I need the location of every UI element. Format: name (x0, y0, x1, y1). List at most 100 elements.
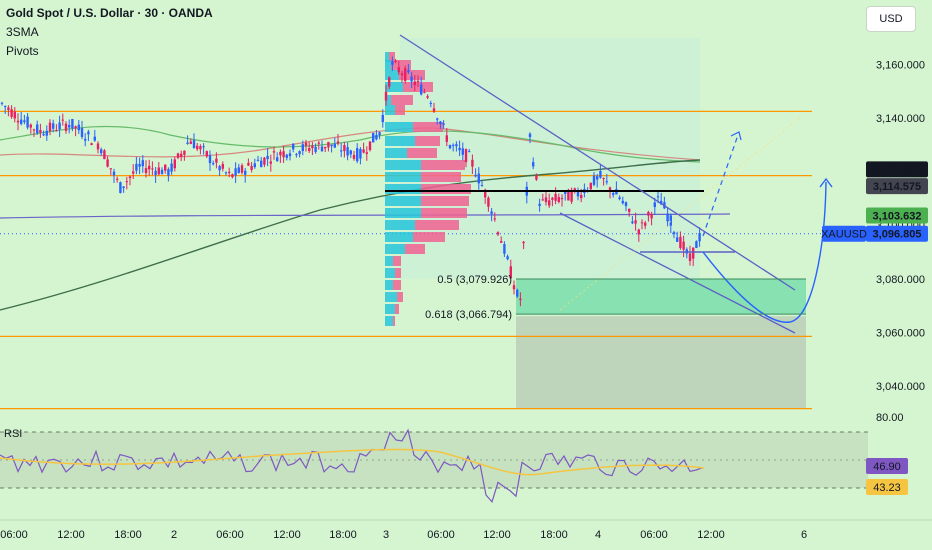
time-tick-label: 18:00 (114, 529, 142, 541)
rsi-value-tag-bg (866, 458, 908, 474)
candle-body (391, 61, 394, 65)
time-tick-label: 06:00 (216, 529, 244, 541)
candle-body (631, 221, 634, 224)
candle-body (301, 144, 304, 151)
time-tick-label: 12:00 (483, 529, 511, 541)
candle-body (205, 151, 208, 157)
candle-body (509, 266, 512, 279)
candle-body (90, 143, 93, 146)
candle-body (173, 159, 176, 169)
candle-body (365, 152, 368, 154)
candle-body (228, 171, 231, 173)
candle-body (448, 145, 452, 149)
indicator-3sma[interactable]: 3SMA (6, 25, 39, 39)
volume-profile-down (407, 148, 437, 158)
volume-profile-down (393, 256, 401, 266)
candle-body (135, 163, 138, 171)
candle-body (132, 171, 135, 174)
price-tag-label: 3,096.805 (873, 229, 922, 241)
candle-body (647, 211, 650, 216)
volume-profile-up (385, 95, 391, 105)
candle-body (589, 182, 592, 190)
time-tick-label: 2 (171, 529, 177, 541)
candle-body (311, 145, 314, 149)
volume-profile-down (415, 220, 459, 230)
candle-body (295, 154, 298, 156)
candle-body (455, 144, 458, 147)
candle-body (413, 81, 416, 86)
candle-body (573, 188, 576, 191)
time-tick-label: 06:00 (0, 529, 28, 541)
candle-body (151, 168, 154, 170)
candle-body (544, 197, 548, 203)
candle-body (240, 165, 244, 173)
candle-body (538, 203, 541, 206)
volume-profile-down (397, 292, 403, 302)
candle-body (320, 146, 324, 152)
price-tag-bg (866, 225, 928, 242)
legend-panel: Gold Spot / U.S. Dollar · 30 · OANDA 3SM… (6, 4, 213, 61)
candle-body (477, 173, 480, 184)
volume-profile-range (400, 38, 700, 279)
candle-body (263, 157, 266, 165)
candle-body (644, 222, 647, 226)
candle-body (13, 111, 16, 119)
volume-profile-up (385, 148, 407, 158)
rsi-ma-line (0, 448, 705, 476)
candle-body (352, 154, 356, 159)
candle-body (141, 160, 144, 167)
candle-body (557, 197, 560, 203)
candle-body (215, 158, 218, 163)
candle-body (4, 106, 7, 108)
candle-body (420, 84, 423, 95)
candle-body (224, 172, 228, 174)
candle-body (400, 73, 404, 76)
candle-body (16, 120, 20, 123)
candle-body (346, 147, 349, 156)
volume-profile-up (385, 256, 393, 266)
indicator-pivots[interactable]: Pivots (6, 44, 39, 58)
candle-body (672, 232, 676, 235)
candle-body (42, 134, 45, 136)
candle-body (231, 174, 234, 178)
candle-body (343, 145, 346, 152)
volume-profile-down (405, 244, 425, 254)
chart-title[interactable]: Gold Spot / U.S. Dollar · 30 · OANDA (6, 6, 213, 20)
price-tag: 3,120.813 (866, 161, 928, 178)
candle-body (55, 130, 58, 132)
candle-body (442, 123, 445, 125)
candle-body (464, 149, 468, 163)
volume-profile-up (385, 160, 421, 170)
candle-body (621, 200, 624, 204)
candle-body (535, 175, 538, 180)
candle-body (29, 124, 32, 128)
candle-body (266, 155, 269, 160)
candle-body (282, 151, 285, 158)
candle-body (368, 141, 372, 151)
candle-body (128, 176, 132, 179)
sma-red (0, 127, 701, 161)
candle-body (87, 131, 90, 135)
candle-body (340, 150, 343, 152)
candle-body (58, 122, 61, 130)
volume-profile-down (395, 105, 405, 115)
candle-body (490, 211, 493, 214)
candle-body (202, 146, 205, 148)
price-tag: 3,114.575 (866, 178, 928, 195)
candle-body (288, 153, 292, 157)
candle-body (349, 150, 352, 155)
symbol-tag: XAUUSD (821, 225, 867, 242)
candle-body (612, 193, 615, 195)
candle-body (375, 134, 378, 140)
candle-body (109, 168, 112, 170)
candle-body (276, 157, 279, 162)
candle-body (692, 247, 695, 259)
volume-profile-up (385, 196, 421, 206)
fib-zone (516, 278, 806, 315)
candle-body (260, 160, 263, 168)
currency-button[interactable]: USD (866, 6, 916, 32)
candle-body (416, 80, 420, 83)
candle-body (250, 165, 253, 170)
candle-body (602, 178, 605, 180)
